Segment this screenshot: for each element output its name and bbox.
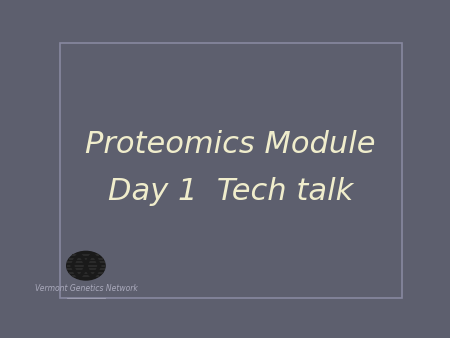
Circle shape <box>67 251 105 280</box>
Text: Day 1  Tech talk: Day 1 Tech talk <box>108 177 353 206</box>
Text: Vermont Genetics Network: Vermont Genetics Network <box>35 284 137 293</box>
Text: Proteomics Module: Proteomics Module <box>86 130 376 159</box>
